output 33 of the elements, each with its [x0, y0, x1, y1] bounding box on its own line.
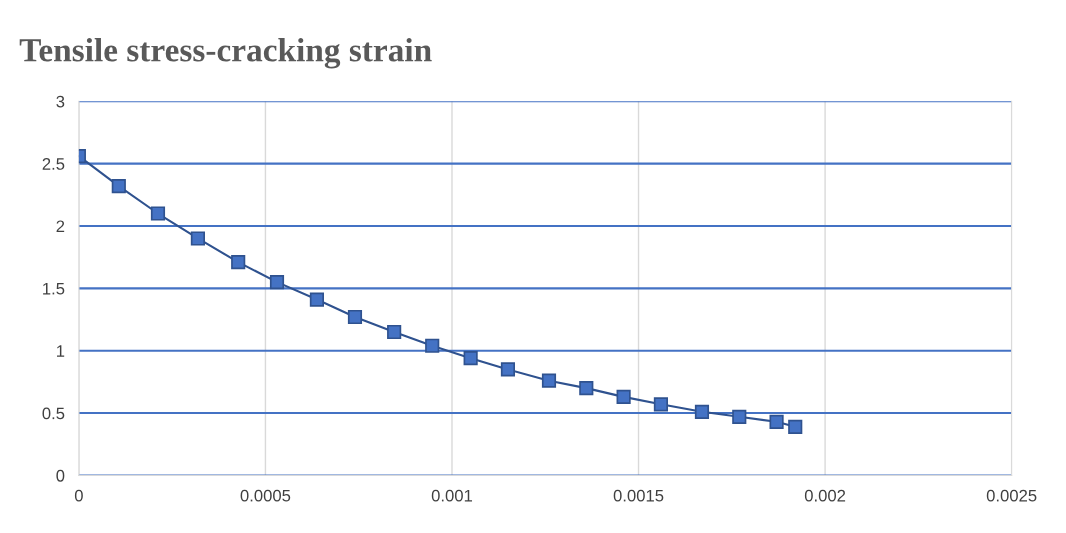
y-tick-label: 0.5 [42, 407, 65, 420]
point [387, 324, 402, 340]
point [541, 373, 557, 388]
point [150, 206, 166, 221]
point [653, 397, 669, 412]
point [190, 231, 205, 246]
point [111, 178, 126, 194]
point [579, 381, 594, 396]
y-tick-label: 1.5 [43, 282, 65, 295]
y-tick-label: 1 [57, 345, 65, 357]
point [309, 292, 325, 307]
point [500, 362, 516, 377]
x-tick-label: 0.0025 [986, 489, 1037, 502]
point [769, 414, 784, 429]
point [788, 419, 803, 434]
x-tick-label: 0.0005 [240, 489, 291, 502]
point [231, 255, 246, 270]
y-tick-label: 0 [56, 469, 65, 482]
point [694, 404, 710, 419]
y-tick-label: 2 [56, 220, 65, 233]
chart-title: Tensile stress-cracking strain [19, 38, 432, 69]
x-tick-label: 0.001 [431, 489, 473, 502]
point [732, 409, 747, 424]
point [616, 389, 631, 404]
point [347, 309, 363, 325]
point [463, 351, 478, 366]
point [425, 338, 440, 353]
x-tick-label: 0.002 [804, 489, 846, 502]
y-tick-label: 3 [56, 95, 65, 108]
x-tick-label: 0.0015 [613, 489, 664, 502]
y-tick-label: 2.5 [42, 158, 65, 170]
point [269, 275, 285, 290]
x-tick-label: 0 [74, 489, 83, 502]
